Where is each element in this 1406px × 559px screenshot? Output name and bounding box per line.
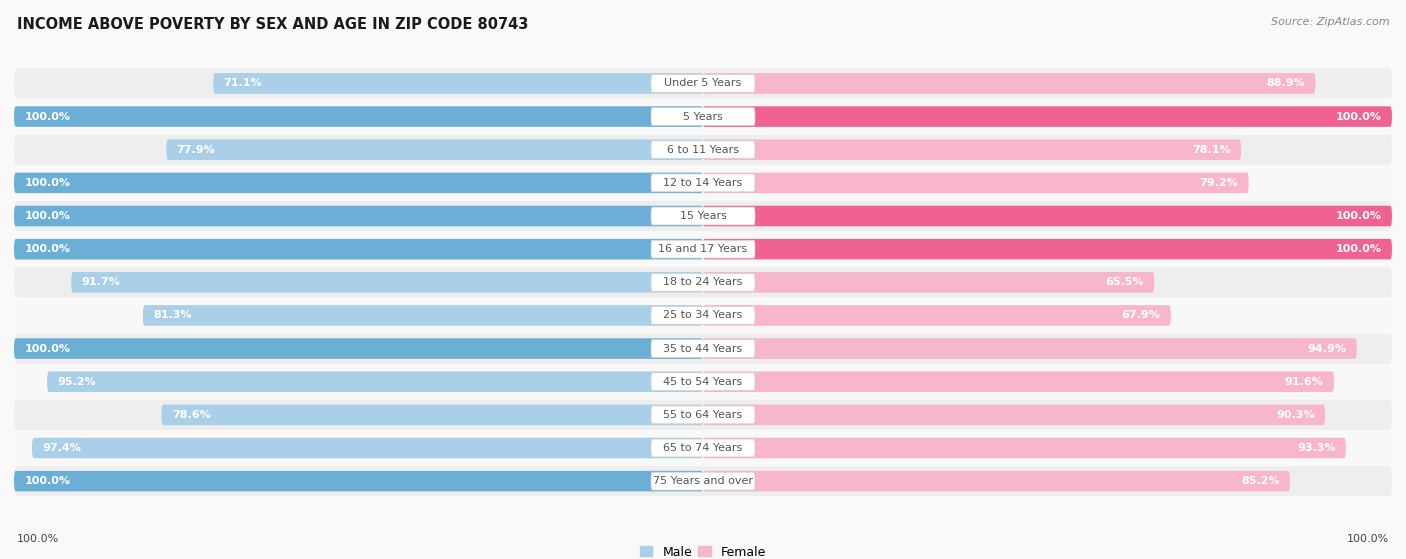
- Text: 90.3%: 90.3%: [1277, 410, 1315, 420]
- Text: 15 Years: 15 Years: [679, 211, 727, 221]
- FancyBboxPatch shape: [14, 367, 1392, 397]
- FancyBboxPatch shape: [703, 471, 1289, 491]
- FancyBboxPatch shape: [14, 471, 703, 491]
- Text: 18 to 24 Years: 18 to 24 Years: [664, 277, 742, 287]
- Text: 12 to 14 Years: 12 to 14 Years: [664, 178, 742, 188]
- FancyBboxPatch shape: [651, 439, 755, 457]
- FancyBboxPatch shape: [703, 338, 1357, 359]
- FancyBboxPatch shape: [162, 405, 703, 425]
- FancyBboxPatch shape: [651, 74, 755, 92]
- FancyBboxPatch shape: [703, 371, 1334, 392]
- Text: 65 to 74 Years: 65 to 74 Years: [664, 443, 742, 453]
- FancyBboxPatch shape: [651, 306, 755, 324]
- Text: 100.0%: 100.0%: [1347, 534, 1389, 544]
- FancyBboxPatch shape: [703, 73, 1316, 94]
- FancyBboxPatch shape: [14, 234, 1392, 264]
- FancyBboxPatch shape: [651, 240, 755, 258]
- Text: 100.0%: 100.0%: [1336, 112, 1382, 122]
- FancyBboxPatch shape: [72, 272, 703, 292]
- Text: 100.0%: 100.0%: [24, 112, 70, 122]
- FancyBboxPatch shape: [703, 173, 1249, 193]
- FancyBboxPatch shape: [651, 273, 755, 291]
- Text: 91.7%: 91.7%: [82, 277, 121, 287]
- FancyBboxPatch shape: [703, 106, 1392, 127]
- Text: 78.1%: 78.1%: [1192, 145, 1230, 155]
- FancyBboxPatch shape: [14, 135, 1392, 165]
- FancyBboxPatch shape: [14, 300, 1392, 330]
- FancyBboxPatch shape: [14, 173, 703, 193]
- Text: 93.3%: 93.3%: [1296, 443, 1336, 453]
- FancyBboxPatch shape: [14, 68, 1392, 98]
- Text: 100.0%: 100.0%: [24, 244, 70, 254]
- FancyBboxPatch shape: [14, 334, 1392, 364]
- Text: 25 to 34 Years: 25 to 34 Years: [664, 310, 742, 320]
- FancyBboxPatch shape: [32, 438, 703, 458]
- FancyBboxPatch shape: [651, 340, 755, 358]
- Text: 100.0%: 100.0%: [1336, 211, 1382, 221]
- Text: 100.0%: 100.0%: [17, 534, 59, 544]
- FancyBboxPatch shape: [651, 373, 755, 391]
- Text: 91.6%: 91.6%: [1285, 377, 1323, 387]
- Text: 45 to 54 Years: 45 to 54 Years: [664, 377, 742, 387]
- Text: 6 to 11 Years: 6 to 11 Years: [666, 145, 740, 155]
- Text: 88.9%: 88.9%: [1267, 78, 1305, 88]
- Text: 55 to 64 Years: 55 to 64 Years: [664, 410, 742, 420]
- FancyBboxPatch shape: [14, 102, 1392, 132]
- FancyBboxPatch shape: [651, 472, 755, 490]
- FancyBboxPatch shape: [651, 174, 755, 192]
- FancyBboxPatch shape: [14, 106, 703, 127]
- FancyBboxPatch shape: [14, 338, 703, 359]
- Text: 77.9%: 77.9%: [177, 145, 215, 155]
- FancyBboxPatch shape: [166, 139, 703, 160]
- Text: 100.0%: 100.0%: [24, 476, 70, 486]
- Text: 100.0%: 100.0%: [24, 344, 70, 354]
- Text: 65.5%: 65.5%: [1105, 277, 1144, 287]
- FancyBboxPatch shape: [14, 433, 1392, 463]
- Text: 16 and 17 Years: 16 and 17 Years: [658, 244, 748, 254]
- FancyBboxPatch shape: [14, 466, 1392, 496]
- FancyBboxPatch shape: [703, 239, 1392, 259]
- FancyBboxPatch shape: [651, 108, 755, 126]
- FancyBboxPatch shape: [143, 305, 703, 326]
- FancyBboxPatch shape: [703, 405, 1324, 425]
- FancyBboxPatch shape: [14, 267, 1392, 297]
- Text: 100.0%: 100.0%: [1336, 244, 1382, 254]
- Text: Under 5 Years: Under 5 Years: [665, 78, 741, 88]
- Text: 35 to 44 Years: 35 to 44 Years: [664, 344, 742, 354]
- Text: 75 Years and over: 75 Years and over: [652, 476, 754, 486]
- Text: 85.2%: 85.2%: [1241, 476, 1279, 486]
- Text: Source: ZipAtlas.com: Source: ZipAtlas.com: [1271, 17, 1389, 27]
- Text: 79.2%: 79.2%: [1199, 178, 1239, 188]
- Text: 97.4%: 97.4%: [42, 443, 82, 453]
- Text: 100.0%: 100.0%: [24, 211, 70, 221]
- FancyBboxPatch shape: [651, 406, 755, 424]
- Text: 94.9%: 94.9%: [1308, 344, 1347, 354]
- Legend: Male, Female: Male, Female: [636, 541, 770, 559]
- FancyBboxPatch shape: [703, 206, 1392, 226]
- Text: 5 Years: 5 Years: [683, 112, 723, 122]
- FancyBboxPatch shape: [651, 207, 755, 225]
- FancyBboxPatch shape: [14, 239, 703, 259]
- Text: 71.1%: 71.1%: [224, 78, 262, 88]
- Text: 81.3%: 81.3%: [153, 310, 191, 320]
- FancyBboxPatch shape: [14, 206, 703, 226]
- FancyBboxPatch shape: [703, 272, 1154, 292]
- FancyBboxPatch shape: [14, 201, 1392, 231]
- FancyBboxPatch shape: [651, 141, 755, 159]
- FancyBboxPatch shape: [703, 305, 1171, 326]
- Text: 95.2%: 95.2%: [58, 377, 96, 387]
- FancyBboxPatch shape: [703, 139, 1241, 160]
- FancyBboxPatch shape: [703, 438, 1346, 458]
- FancyBboxPatch shape: [48, 371, 703, 392]
- Text: INCOME ABOVE POVERTY BY SEX AND AGE IN ZIP CODE 80743: INCOME ABOVE POVERTY BY SEX AND AGE IN Z…: [17, 17, 529, 32]
- FancyBboxPatch shape: [14, 400, 1392, 430]
- FancyBboxPatch shape: [214, 73, 703, 94]
- FancyBboxPatch shape: [14, 168, 1392, 198]
- Text: 67.9%: 67.9%: [1122, 310, 1160, 320]
- Text: 100.0%: 100.0%: [24, 178, 70, 188]
- Text: 78.6%: 78.6%: [172, 410, 211, 420]
